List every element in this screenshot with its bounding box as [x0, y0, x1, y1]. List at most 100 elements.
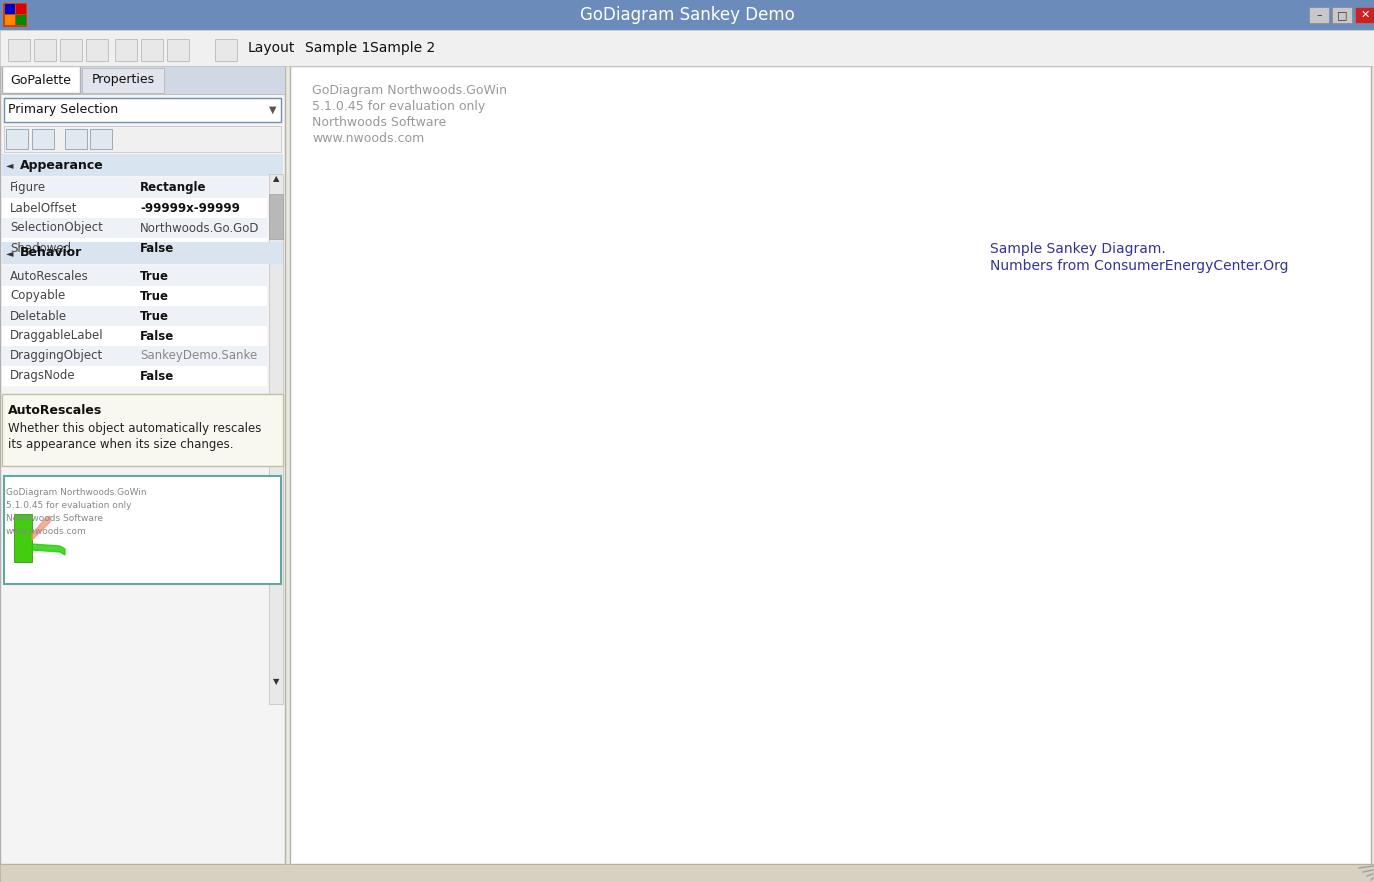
Ellipse shape	[469, 421, 499, 459]
Text: 62.4%: 62.4%	[545, 700, 589, 714]
Ellipse shape	[653, 390, 661, 400]
Ellipse shape	[464, 415, 504, 465]
Ellipse shape	[473, 424, 496, 454]
Bar	[1, 394, 283, 466]
Ellipse shape	[649, 384, 666, 406]
Bar	[1, 218, 267, 238]
Bar	[1355, 7, 1374, 23]
Text: www.nwoods.com: www.nwoods.com	[312, 132, 425, 145]
Bar	[455, 327, 513, 552]
Ellipse shape	[654, 391, 660, 399]
Ellipse shape	[458, 406, 511, 474]
Ellipse shape	[462, 412, 506, 467]
Text: Sample Sankey Diagram.: Sample Sankey Diagram.	[991, 242, 1165, 256]
Text: Engine
Output: Engine Output	[633, 430, 682, 460]
Ellipse shape	[466, 417, 502, 462]
Text: AutoRescales: AutoRescales	[10, 270, 89, 282]
Text: □: □	[1337, 10, 1348, 20]
Ellipse shape	[463, 414, 506, 466]
Text: Copyable: Copyable	[10, 289, 65, 303]
Text: ▲: ▲	[273, 174, 279, 183]
Text: False: False	[140, 242, 174, 255]
Text: Northwoods Software: Northwoods Software	[312, 116, 447, 129]
Bar	[1, 286, 267, 306]
Text: Drive Train
Losses: Drive Train Losses	[863, 702, 938, 732]
Ellipse shape	[470, 422, 497, 457]
Bar	[34, 39, 56, 61]
Text: 5.6%: 5.6%	[823, 520, 859, 534]
Text: True: True	[140, 289, 169, 303]
Bar	[1, 238, 267, 258]
Bar	[14, 514, 32, 562]
Bar	[3, 3, 27, 27]
Ellipse shape	[644, 379, 669, 409]
Bar	[1309, 7, 1329, 23]
Text: Properties: Properties	[92, 73, 154, 86]
Ellipse shape	[482, 437, 486, 442]
Bar	[0, 0, 1374, 30]
Text: 17.2%: 17.2%	[448, 220, 492, 234]
Bar	[290, 66, 1371, 864]
Ellipse shape	[638, 370, 676, 418]
Text: its appearance when its size changes.: its appearance when its size changes.	[8, 438, 234, 451]
Ellipse shape	[477, 430, 491, 448]
Ellipse shape	[460, 409, 508, 469]
Ellipse shape	[458, 407, 510, 472]
Text: ▼: ▼	[269, 105, 276, 115]
Bar	[1, 242, 283, 264]
Polygon shape	[442, 193, 517, 379]
Ellipse shape	[484, 438, 485, 441]
Text: -99999x-99999: -99999x-99999	[140, 201, 240, 214]
Bar	[4, 476, 282, 584]
Text: Whether this object automatically rescales: Whether this object automatically rescal…	[8, 422, 261, 435]
Bar	[91, 129, 113, 149]
Bar	[5, 4, 15, 14]
Ellipse shape	[646, 381, 668, 408]
Text: SankeyDemo.Sanke: SankeyDemo.Sanke	[140, 349, 257, 363]
Text: Sample 1: Sample 1	[305, 41, 371, 55]
Ellipse shape	[480, 435, 488, 445]
Text: Idling: Idling	[481, 108, 519, 122]
Bar	[0, 66, 284, 94]
Bar	[676, 383, 960, 407]
Text: 2.2%: 2.2%	[640, 225, 676, 239]
Text: Northwoods Software: Northwoods Software	[5, 514, 103, 523]
Bar	[5, 15, 15, 25]
Ellipse shape	[456, 405, 513, 475]
Text: GoDiagram Northwoods.GoWin: GoDiagram Northwoods.GoWin	[312, 84, 507, 97]
Bar	[513, 412, 638, 447]
Ellipse shape	[640, 373, 675, 415]
Bar	[8, 39, 30, 61]
Text: True: True	[140, 270, 169, 282]
Ellipse shape	[642, 375, 673, 415]
Bar	[1331, 7, 1352, 23]
Bar	[0, 66, 284, 864]
Ellipse shape	[647, 382, 666, 407]
Ellipse shape	[653, 388, 662, 400]
Ellipse shape	[644, 378, 671, 411]
Bar	[1, 178, 267, 198]
Text: Sample 2: Sample 2	[370, 41, 436, 55]
Ellipse shape	[469, 420, 500, 460]
Text: False: False	[140, 370, 174, 383]
Text: AutoRescales: AutoRescales	[8, 404, 102, 417]
Text: DraggableLabel: DraggableLabel	[10, 330, 103, 342]
Bar	[1, 198, 267, 218]
Ellipse shape	[475, 430, 492, 450]
Polygon shape	[32, 544, 65, 555]
Bar	[1, 326, 267, 346]
Polygon shape	[672, 405, 910, 684]
Ellipse shape	[651, 387, 664, 402]
Ellipse shape	[639, 372, 675, 417]
Text: 12.6%: 12.6%	[807, 387, 851, 401]
Bar	[60, 39, 82, 61]
Ellipse shape	[467, 418, 502, 460]
Ellipse shape	[643, 377, 671, 412]
Text: Accessories: Accessories	[789, 220, 868, 234]
Bar	[1, 154, 283, 176]
Text: Figure: Figure	[10, 182, 47, 195]
Text: –: –	[1316, 10, 1322, 20]
Bar	[269, 174, 283, 704]
Bar	[638, 367, 676, 422]
Ellipse shape	[655, 392, 660, 397]
